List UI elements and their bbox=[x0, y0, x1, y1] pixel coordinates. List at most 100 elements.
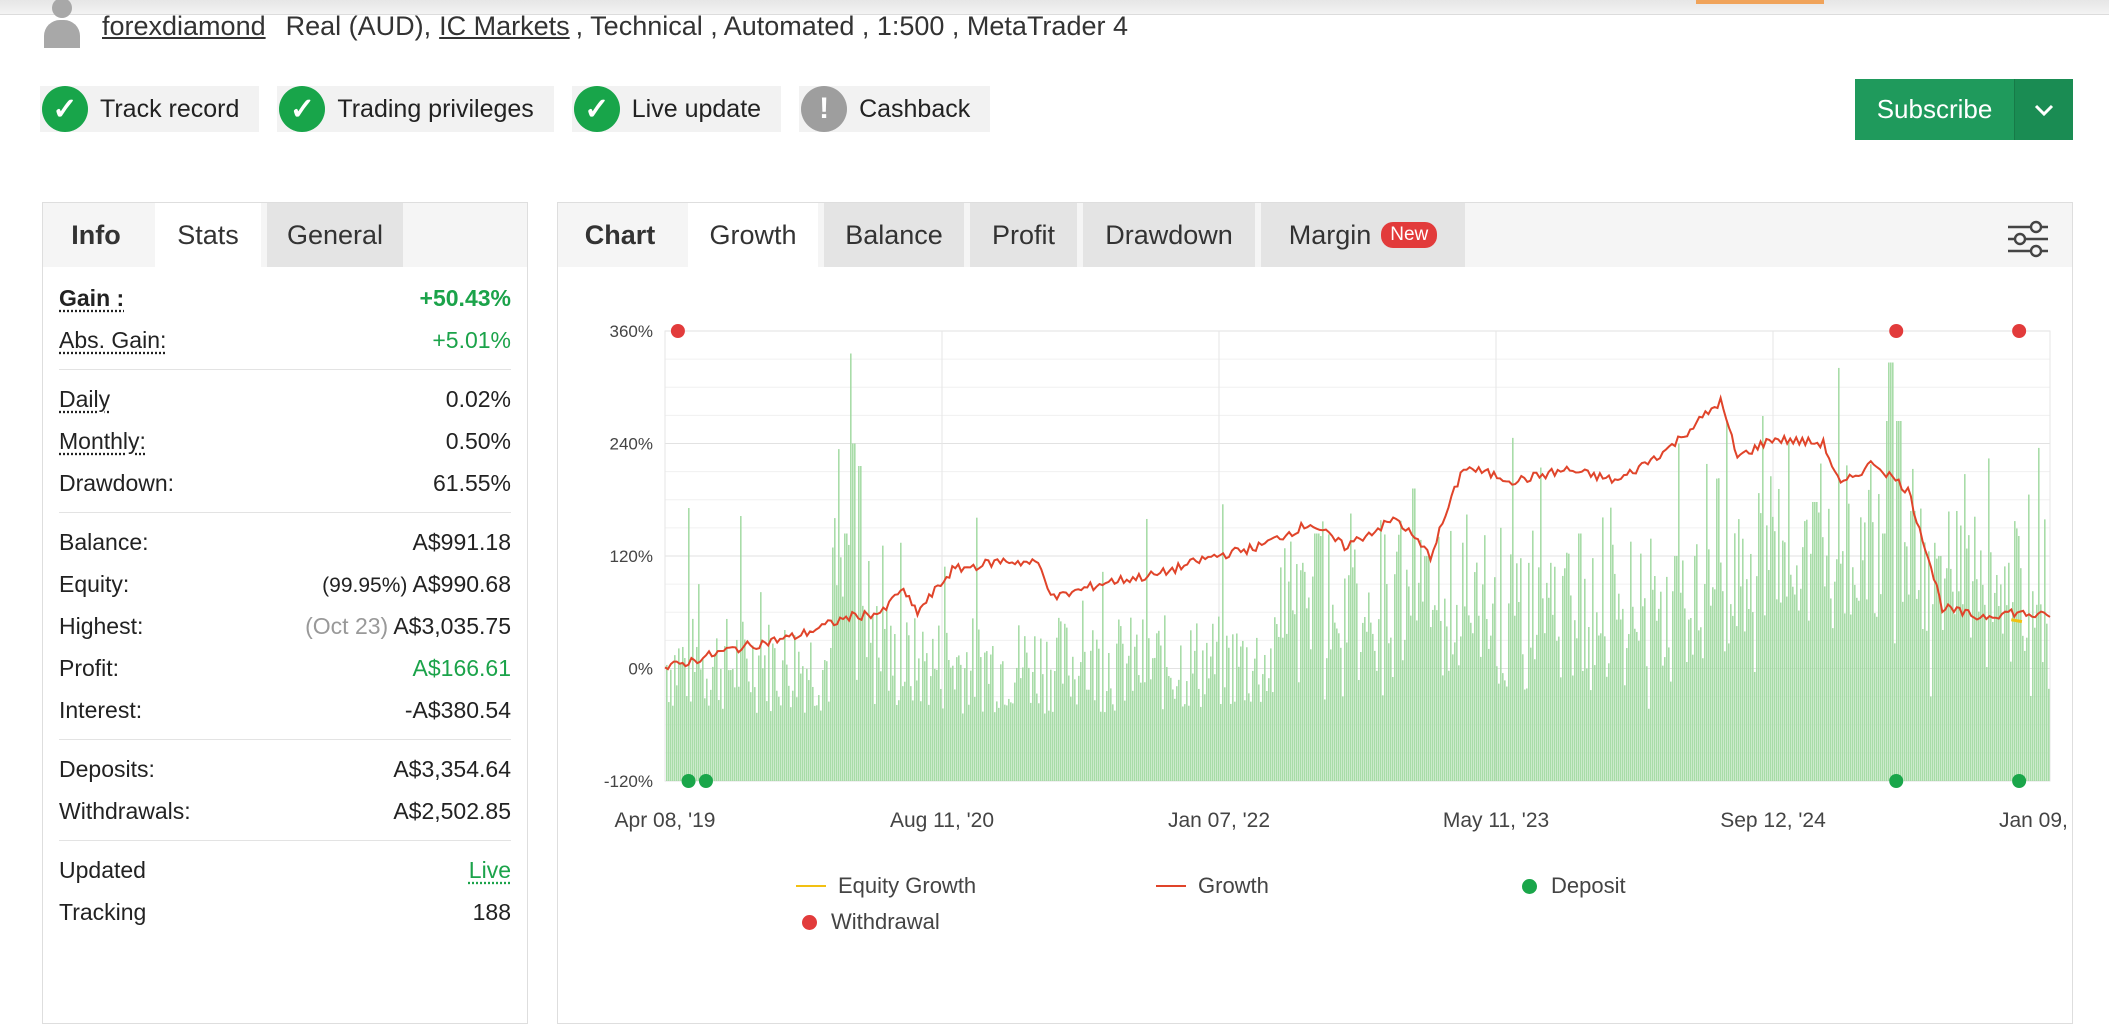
tab-profit[interactable]: Profit bbox=[970, 203, 1077, 267]
volume-bar bbox=[1956, 510, 1958, 781]
volume-bar bbox=[2018, 535, 2020, 781]
volume-bar bbox=[762, 668, 764, 781]
volume-bar bbox=[1644, 598, 1646, 781]
volume-bar bbox=[982, 711, 984, 781]
volume-bar bbox=[756, 712, 758, 781]
volume-bar bbox=[1082, 600, 1084, 781]
volume-bar bbox=[670, 669, 672, 781]
stat-tracking: Tracking 188 bbox=[59, 898, 511, 925]
badge-trading-privileges[interactable]: ✓ Trading privileges bbox=[277, 86, 554, 132]
volume-bar bbox=[1404, 639, 1406, 781]
volume-bar bbox=[1746, 579, 1748, 781]
volume-bar bbox=[1634, 628, 1636, 781]
volume-bar bbox=[2034, 627, 2036, 781]
legend-equity-growth[interactable]: Equity Growth bbox=[796, 873, 976, 899]
volume-bar bbox=[1986, 667, 1988, 781]
volume-bar bbox=[2012, 602, 2014, 781]
volume-bar bbox=[874, 703, 876, 781]
volume-bar bbox=[1610, 507, 1612, 781]
volume-bar bbox=[1522, 654, 1524, 781]
volume-bar bbox=[916, 680, 918, 781]
badge-cashback[interactable]: ! Cashback bbox=[799, 86, 991, 132]
volume-bar bbox=[1408, 586, 1410, 781]
volume-bar bbox=[1626, 648, 1628, 781]
avatar-icon[interactable] bbox=[40, 0, 84, 48]
volume-bar bbox=[1946, 568, 1948, 781]
volume-bar bbox=[922, 631, 924, 781]
volume-bar bbox=[1574, 620, 1576, 781]
badge-track-record[interactable]: ✓ Track record bbox=[40, 86, 260, 132]
badge-live-update[interactable]: ✓ Live update bbox=[571, 86, 782, 132]
volume-bar bbox=[1572, 675, 1574, 781]
legend-withdrawal[interactable]: Withdrawal bbox=[802, 909, 940, 935]
volume-bar bbox=[1246, 647, 1248, 781]
volume-bar bbox=[1860, 517, 1862, 781]
volume-bar bbox=[1226, 635, 1228, 781]
y-tick-label: 0% bbox=[628, 660, 653, 679]
volume-bar bbox=[1868, 489, 1870, 781]
volume-bar bbox=[1936, 558, 1938, 781]
volume-bar bbox=[1458, 665, 1460, 781]
volume-bar bbox=[808, 680, 810, 781]
volume-bar bbox=[860, 466, 862, 781]
volume-bar bbox=[1358, 679, 1360, 781]
volume-bar bbox=[1278, 636, 1280, 781]
volume-bar bbox=[878, 657, 880, 781]
legend-growth[interactable]: Growth bbox=[1156, 873, 1269, 899]
volume-bar bbox=[1274, 617, 1276, 781]
volume-bar bbox=[842, 596, 844, 781]
owner-link[interactable]: forexdiamond bbox=[102, 10, 266, 41]
volume-bar bbox=[760, 592, 762, 781]
volume-bar bbox=[1102, 571, 1104, 781]
volume-bar bbox=[1148, 638, 1150, 781]
tab-growth[interactable]: Growth bbox=[688, 203, 818, 267]
volume-bar bbox=[1586, 668, 1588, 781]
growth-chart[interactable]: 360% 240% 120% 0% -120% Apr 08, '19 Aug 11, '2… bbox=[558, 267, 2072, 1023]
volume-bar bbox=[1194, 650, 1196, 781]
tab-stats[interactable]: Stats bbox=[155, 203, 261, 267]
volume-bar bbox=[1668, 647, 1670, 781]
volume-bar bbox=[1964, 474, 1966, 781]
volume-bar bbox=[976, 517, 978, 781]
volume-bar bbox=[1024, 636, 1026, 781]
volume-bar bbox=[1996, 574, 1998, 781]
volume-bar bbox=[1152, 658, 1154, 781]
broker-link[interactable]: IC Markets bbox=[439, 10, 570, 41]
volume-bar bbox=[748, 681, 750, 781]
filter-settings-icon[interactable] bbox=[2006, 219, 2050, 259]
top-accent-tab[interactable] bbox=[1696, 0, 1824, 4]
volume-bar bbox=[1654, 576, 1656, 781]
volume-bar bbox=[980, 657, 982, 781]
volume-bar bbox=[1656, 620, 1658, 781]
chevron-down-icon[interactable] bbox=[2014, 79, 2073, 140]
volume-bar bbox=[2026, 637, 2028, 781]
volume-bar bbox=[1508, 603, 1510, 781]
volume-bar bbox=[1242, 640, 1244, 781]
volume-bar bbox=[1888, 362, 1890, 781]
tab-info[interactable]: Info bbox=[71, 219, 121, 250]
volume-bar bbox=[928, 704, 930, 781]
volume-bar bbox=[2024, 650, 2026, 781]
tab-balance[interactable]: Balance bbox=[824, 203, 964, 267]
volume-bar bbox=[2038, 447, 2040, 781]
volume-bar bbox=[1478, 615, 1480, 781]
volume-bar bbox=[1306, 608, 1308, 781]
volume-bar bbox=[1334, 622, 1336, 781]
volume-bar bbox=[1208, 678, 1210, 781]
volume-bar bbox=[1842, 551, 1844, 781]
legend-deposit[interactable]: Deposit bbox=[1522, 873, 1626, 899]
volume-bar bbox=[1436, 610, 1438, 781]
volume-bar bbox=[896, 704, 898, 781]
volume-bar bbox=[1142, 619, 1144, 781]
volume-bar bbox=[1672, 591, 1674, 781]
volume-bar bbox=[1104, 712, 1106, 781]
tab-general[interactable]: General bbox=[267, 203, 403, 267]
volume-bar bbox=[1366, 631, 1368, 781]
volume-bar bbox=[978, 629, 980, 781]
left-tabs: Info Stats General bbox=[43, 203, 527, 267]
tab-drawdown[interactable]: Drawdown bbox=[1083, 203, 1255, 267]
volume-bar bbox=[2036, 604, 2038, 781]
subscribe-button[interactable]: Subscribe bbox=[1855, 79, 2073, 140]
tab-margin[interactable]: Margin New bbox=[1261, 203, 1465, 267]
deposit-marker bbox=[698, 774, 713, 788]
